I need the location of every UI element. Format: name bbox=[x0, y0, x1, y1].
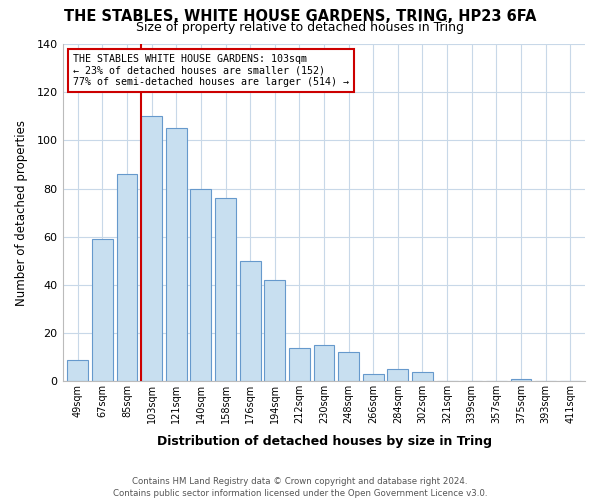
Bar bbox=[511, 379, 532, 381]
Bar bbox=[190, 188, 211, 381]
X-axis label: Distribution of detached houses by size in Tring: Distribution of detached houses by size … bbox=[157, 434, 491, 448]
Bar bbox=[412, 372, 433, 381]
Bar bbox=[215, 198, 236, 381]
Bar bbox=[363, 374, 384, 381]
Y-axis label: Number of detached properties: Number of detached properties bbox=[15, 120, 28, 306]
Bar bbox=[264, 280, 285, 381]
Bar bbox=[116, 174, 137, 381]
Bar bbox=[67, 360, 88, 381]
Bar bbox=[239, 261, 260, 381]
Bar bbox=[92, 239, 113, 381]
Text: Contains HM Land Registry data © Crown copyright and database right 2024.
Contai: Contains HM Land Registry data © Crown c… bbox=[113, 476, 487, 498]
Bar bbox=[166, 128, 187, 381]
Bar bbox=[338, 352, 359, 381]
Bar bbox=[314, 345, 334, 381]
Text: THE STABLES, WHITE HOUSE GARDENS, TRING, HP23 6FA: THE STABLES, WHITE HOUSE GARDENS, TRING,… bbox=[64, 9, 536, 24]
Bar bbox=[141, 116, 162, 381]
Bar bbox=[388, 369, 409, 381]
Text: Size of property relative to detached houses in Tring: Size of property relative to detached ho… bbox=[136, 21, 464, 34]
Bar bbox=[289, 348, 310, 381]
Text: THE STABLES WHITE HOUSE GARDENS: 103sqm
← 23% of detached houses are smaller (15: THE STABLES WHITE HOUSE GARDENS: 103sqm … bbox=[73, 54, 349, 88]
